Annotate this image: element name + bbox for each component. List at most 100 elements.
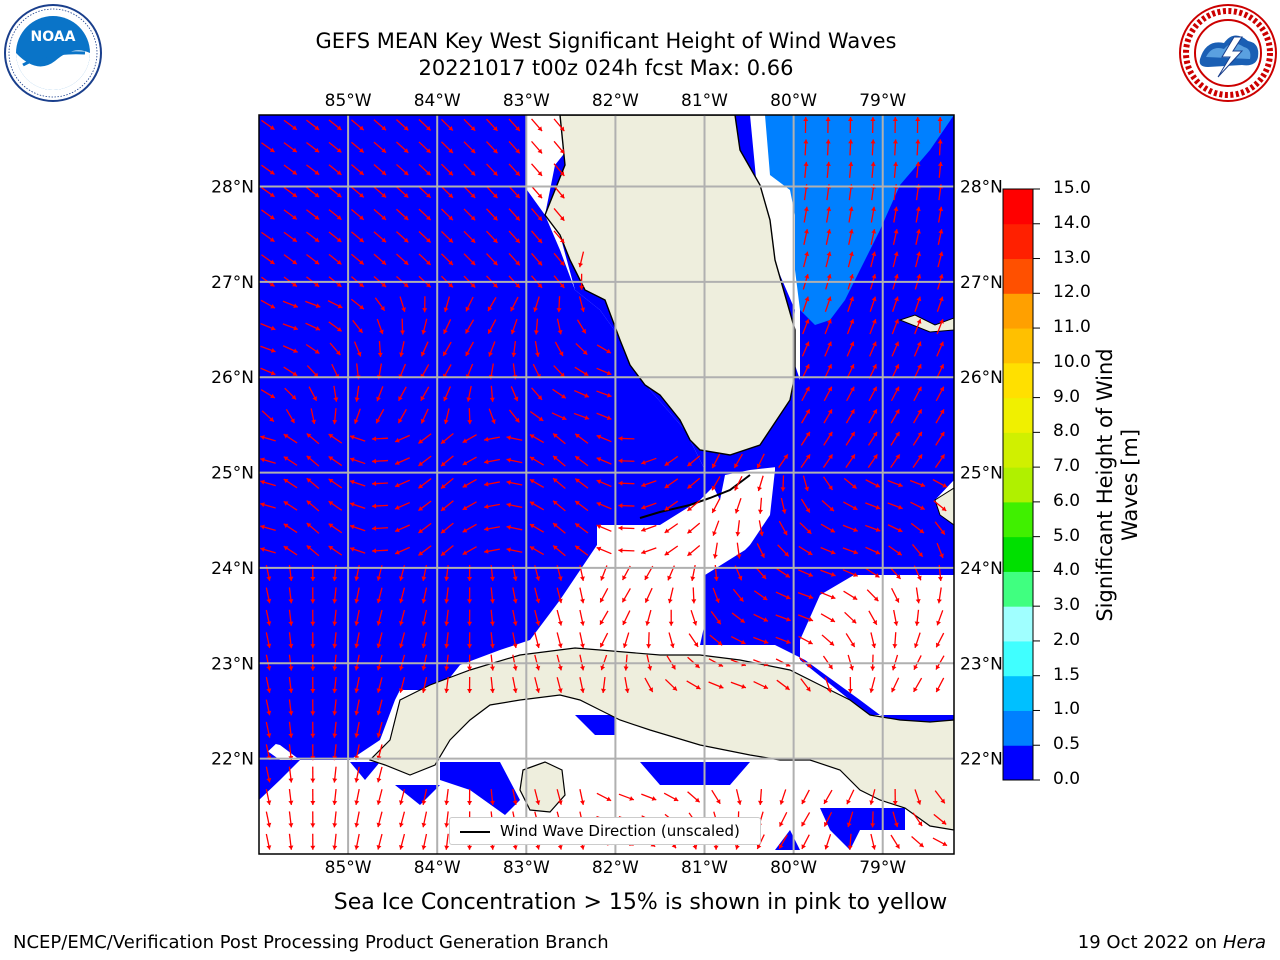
wave-arrowhead [740,639,746,645]
wave-arrowhead [606,348,611,354]
wave-arrowhead [827,409,833,414]
wave-arrowhead [579,576,585,581]
wave-arrowhead [846,799,851,805]
wave-arrowhead [492,238,498,243]
wave-arrowhead [470,215,476,221]
wave-arrowhead [850,454,855,460]
wave-arrowhead [830,617,835,622]
wave-arrowhead [381,260,387,265]
wave-arrowhead [260,457,265,463]
wave-arrowhead [575,478,580,484]
colorbar-segment [1003,432,1033,468]
colorbar-segment [1003,328,1033,364]
wave-arrowhead [718,684,724,689]
wave-arrowhead [266,576,272,581]
wave-arrowhead [441,439,446,444]
wave-arrowhead [529,524,535,529]
cuba-land [368,647,954,831]
wave-arrowhead [512,643,518,649]
wave-arrowhead [462,527,468,533]
wave-arrowhead [805,364,810,369]
wave-arrowhead [759,531,764,537]
wave-arrowhead [359,192,364,198]
wave-arrowhead [556,308,562,313]
lat-tick-label: 26°N [960,368,1003,388]
wave-arrowhead [266,643,272,649]
wave-arrowhead [870,139,876,144]
wave-arrowhead [283,434,289,439]
wave-arrowhead [606,392,612,398]
wave-arrowhead [850,409,855,414]
wave-arrowhead [919,528,924,534]
wave-arrowhead [848,161,854,167]
wave-arrowhead [735,531,741,537]
wave-arrowhead [515,238,520,243]
map-legend: Wind Wave Direction (unscaled) [449,817,761,845]
wave-arrowhead [606,415,612,421]
wave-arrowhead [403,125,409,131]
wave-arrowhead [269,170,275,175]
wave-arrowhead [937,117,943,122]
wave-arrowhead [354,845,360,850]
wave-arrowhead [596,546,602,552]
colorbar-segment [1003,745,1033,781]
wave-arrowhead [848,229,854,234]
wave-arrowhead [692,620,698,626]
wave-arrowhead [314,192,320,198]
wave-arrowhead [579,621,585,626]
wave-arrowhead [736,554,742,559]
wave-arrowhead [894,597,900,603]
colorbar-segment [1003,467,1033,503]
wave-arrowhead [487,306,493,312]
wave-arrowhead [288,845,294,850]
wave-arrowhead [939,319,944,324]
wave-arrowhead [804,319,810,324]
wave-arrowhead [398,598,404,604]
wave-arrowhead [805,409,810,414]
colorbar-segment [1003,293,1033,329]
wave-arrowhead [288,711,294,716]
wave-arrowhead [690,576,696,581]
wave-arrowhead [421,621,427,626]
lat-tick-label: 23°N [211,654,254,674]
wave-arrowhead [426,215,431,221]
wave-arrowhead [737,575,743,581]
wave-arrowhead [849,296,855,302]
wave-arrowhead [848,251,854,257]
wave-arrowhead [403,148,409,153]
wave-arrowhead [310,688,316,693]
wave-arrowhead [266,598,272,604]
wave-arrowhead [938,296,944,302]
wave-arrowhead [830,572,836,577]
wave-arrowhead [336,326,342,332]
wave-arrowhead [664,461,670,466]
wave-arrowhead [897,527,903,533]
wave-arrowhead [260,479,265,485]
wave-arrowhead [448,170,453,176]
wave-arrowhead [827,386,833,392]
wave-arrowhead [292,170,297,175]
wave-arrowhead [537,171,543,176]
wave-arrowhead [893,251,899,257]
wave-arrowhead [757,486,763,492]
wave-arrowhead [691,599,697,604]
wave-arrowhead [506,547,511,553]
wave-arrowhead [359,304,364,310]
wave-arrowhead [260,502,265,508]
wave-arrowhead [875,482,880,488]
wave-arrowhead [898,482,903,488]
wave-arrowhead [381,215,387,220]
wave-arrowhead [443,329,448,334]
wave-arrowhead [805,507,810,513]
wave-arrowhead [641,527,646,532]
wave-arrowhead [829,506,834,512]
wave-arrowhead [913,643,919,648]
wave-arrowhead [869,800,875,805]
wave-arrowhead [328,501,334,506]
wave-arrowhead [667,598,673,604]
wave-arrowhead [891,665,897,671]
wave-arrowhead [851,618,857,624]
wave-arrowhead [533,307,538,312]
wave-arrowhead [938,274,944,279]
wave-arrowhead [462,460,468,466]
